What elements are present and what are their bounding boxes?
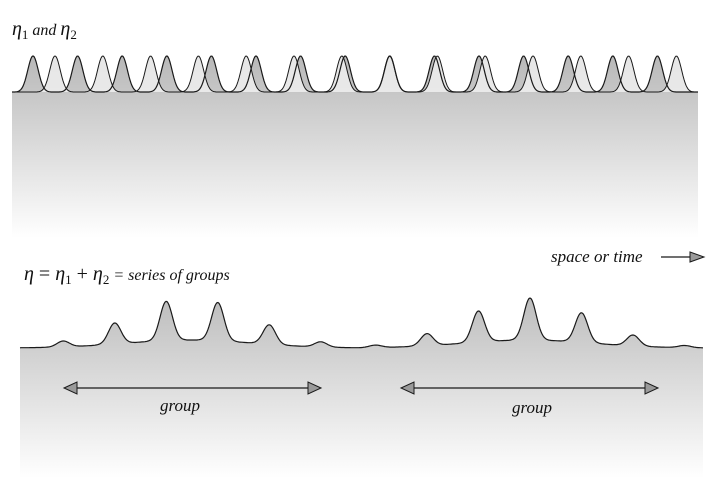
eta1-and-eta2-label: η1 and η2 (12, 18, 77, 42)
axis-arrow-head (689, 251, 706, 263)
group-arrow-2 (399, 381, 660, 395)
eta1-wave-line (12, 55, 698, 93)
sum-equation-label: η = η1 + η2 = series of groups (24, 263, 230, 287)
bottom-wave-panel (19, 297, 703, 478)
group-arrow-2-right-head (644, 381, 660, 395)
group-label-2: group (512, 398, 552, 417)
group-arrow-2-left-head (399, 381, 415, 395)
sum-wave-fill (20, 298, 703, 478)
sum-wave-line (19, 297, 703, 349)
eta2-light-wave-fill (12, 56, 698, 92)
group-arrow-1 (62, 381, 323, 395)
axis-arrow (661, 251, 706, 263)
top-wave-panel (12, 55, 698, 238)
top-wave-fill (12, 56, 698, 238)
group-arrow-1-right-head (307, 381, 323, 395)
eta2-wave-line (12, 55, 698, 93)
group-label-1: group (160, 396, 200, 415)
group-arrow-1-left-head (62, 381, 78, 395)
space-or-time-label: space or time (551, 247, 643, 266)
